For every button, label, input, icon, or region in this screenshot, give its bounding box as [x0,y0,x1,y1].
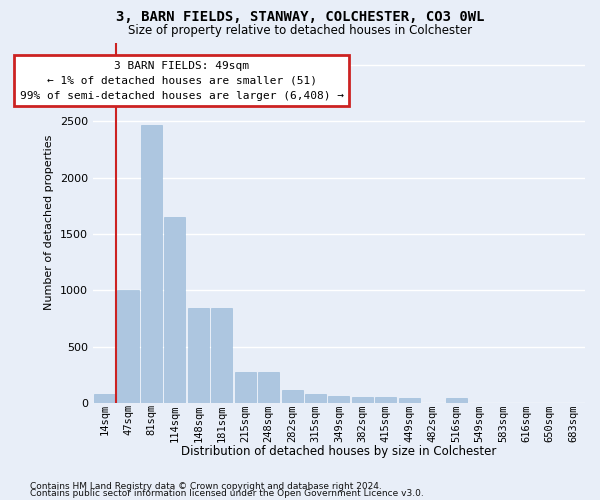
Bar [446,398,467,403]
Bar [94,394,115,403]
Bar [164,217,185,403]
Bar [141,124,162,403]
Text: 3 BARN FIELDS: 49sqm
← 1% of detached houses are smaller (51)
99% of semi-detach: 3 BARN FIELDS: 49sqm ← 1% of detached ho… [20,61,344,100]
Bar [188,308,209,403]
Bar [258,372,279,403]
Bar [118,290,139,403]
Bar [328,396,349,403]
Bar [398,398,420,403]
Text: Size of property relative to detached houses in Colchester: Size of property relative to detached ho… [128,24,472,37]
Bar [375,397,397,403]
Bar [281,390,302,403]
Bar [352,396,373,403]
X-axis label: Distribution of detached houses by size in Colchester: Distribution of detached houses by size … [181,444,497,458]
Bar [211,308,232,403]
Bar [305,394,326,403]
Text: Contains HM Land Registry data © Crown copyright and database right 2024.: Contains HM Land Registry data © Crown c… [30,482,382,491]
Text: 3, BARN FIELDS, STANWAY, COLCHESTER, CO3 0WL: 3, BARN FIELDS, STANWAY, COLCHESTER, CO3… [116,10,484,24]
Bar [235,372,256,403]
Text: Contains public sector information licensed under the Open Government Licence v3: Contains public sector information licen… [30,490,424,498]
Y-axis label: Number of detached properties: Number of detached properties [44,135,55,310]
